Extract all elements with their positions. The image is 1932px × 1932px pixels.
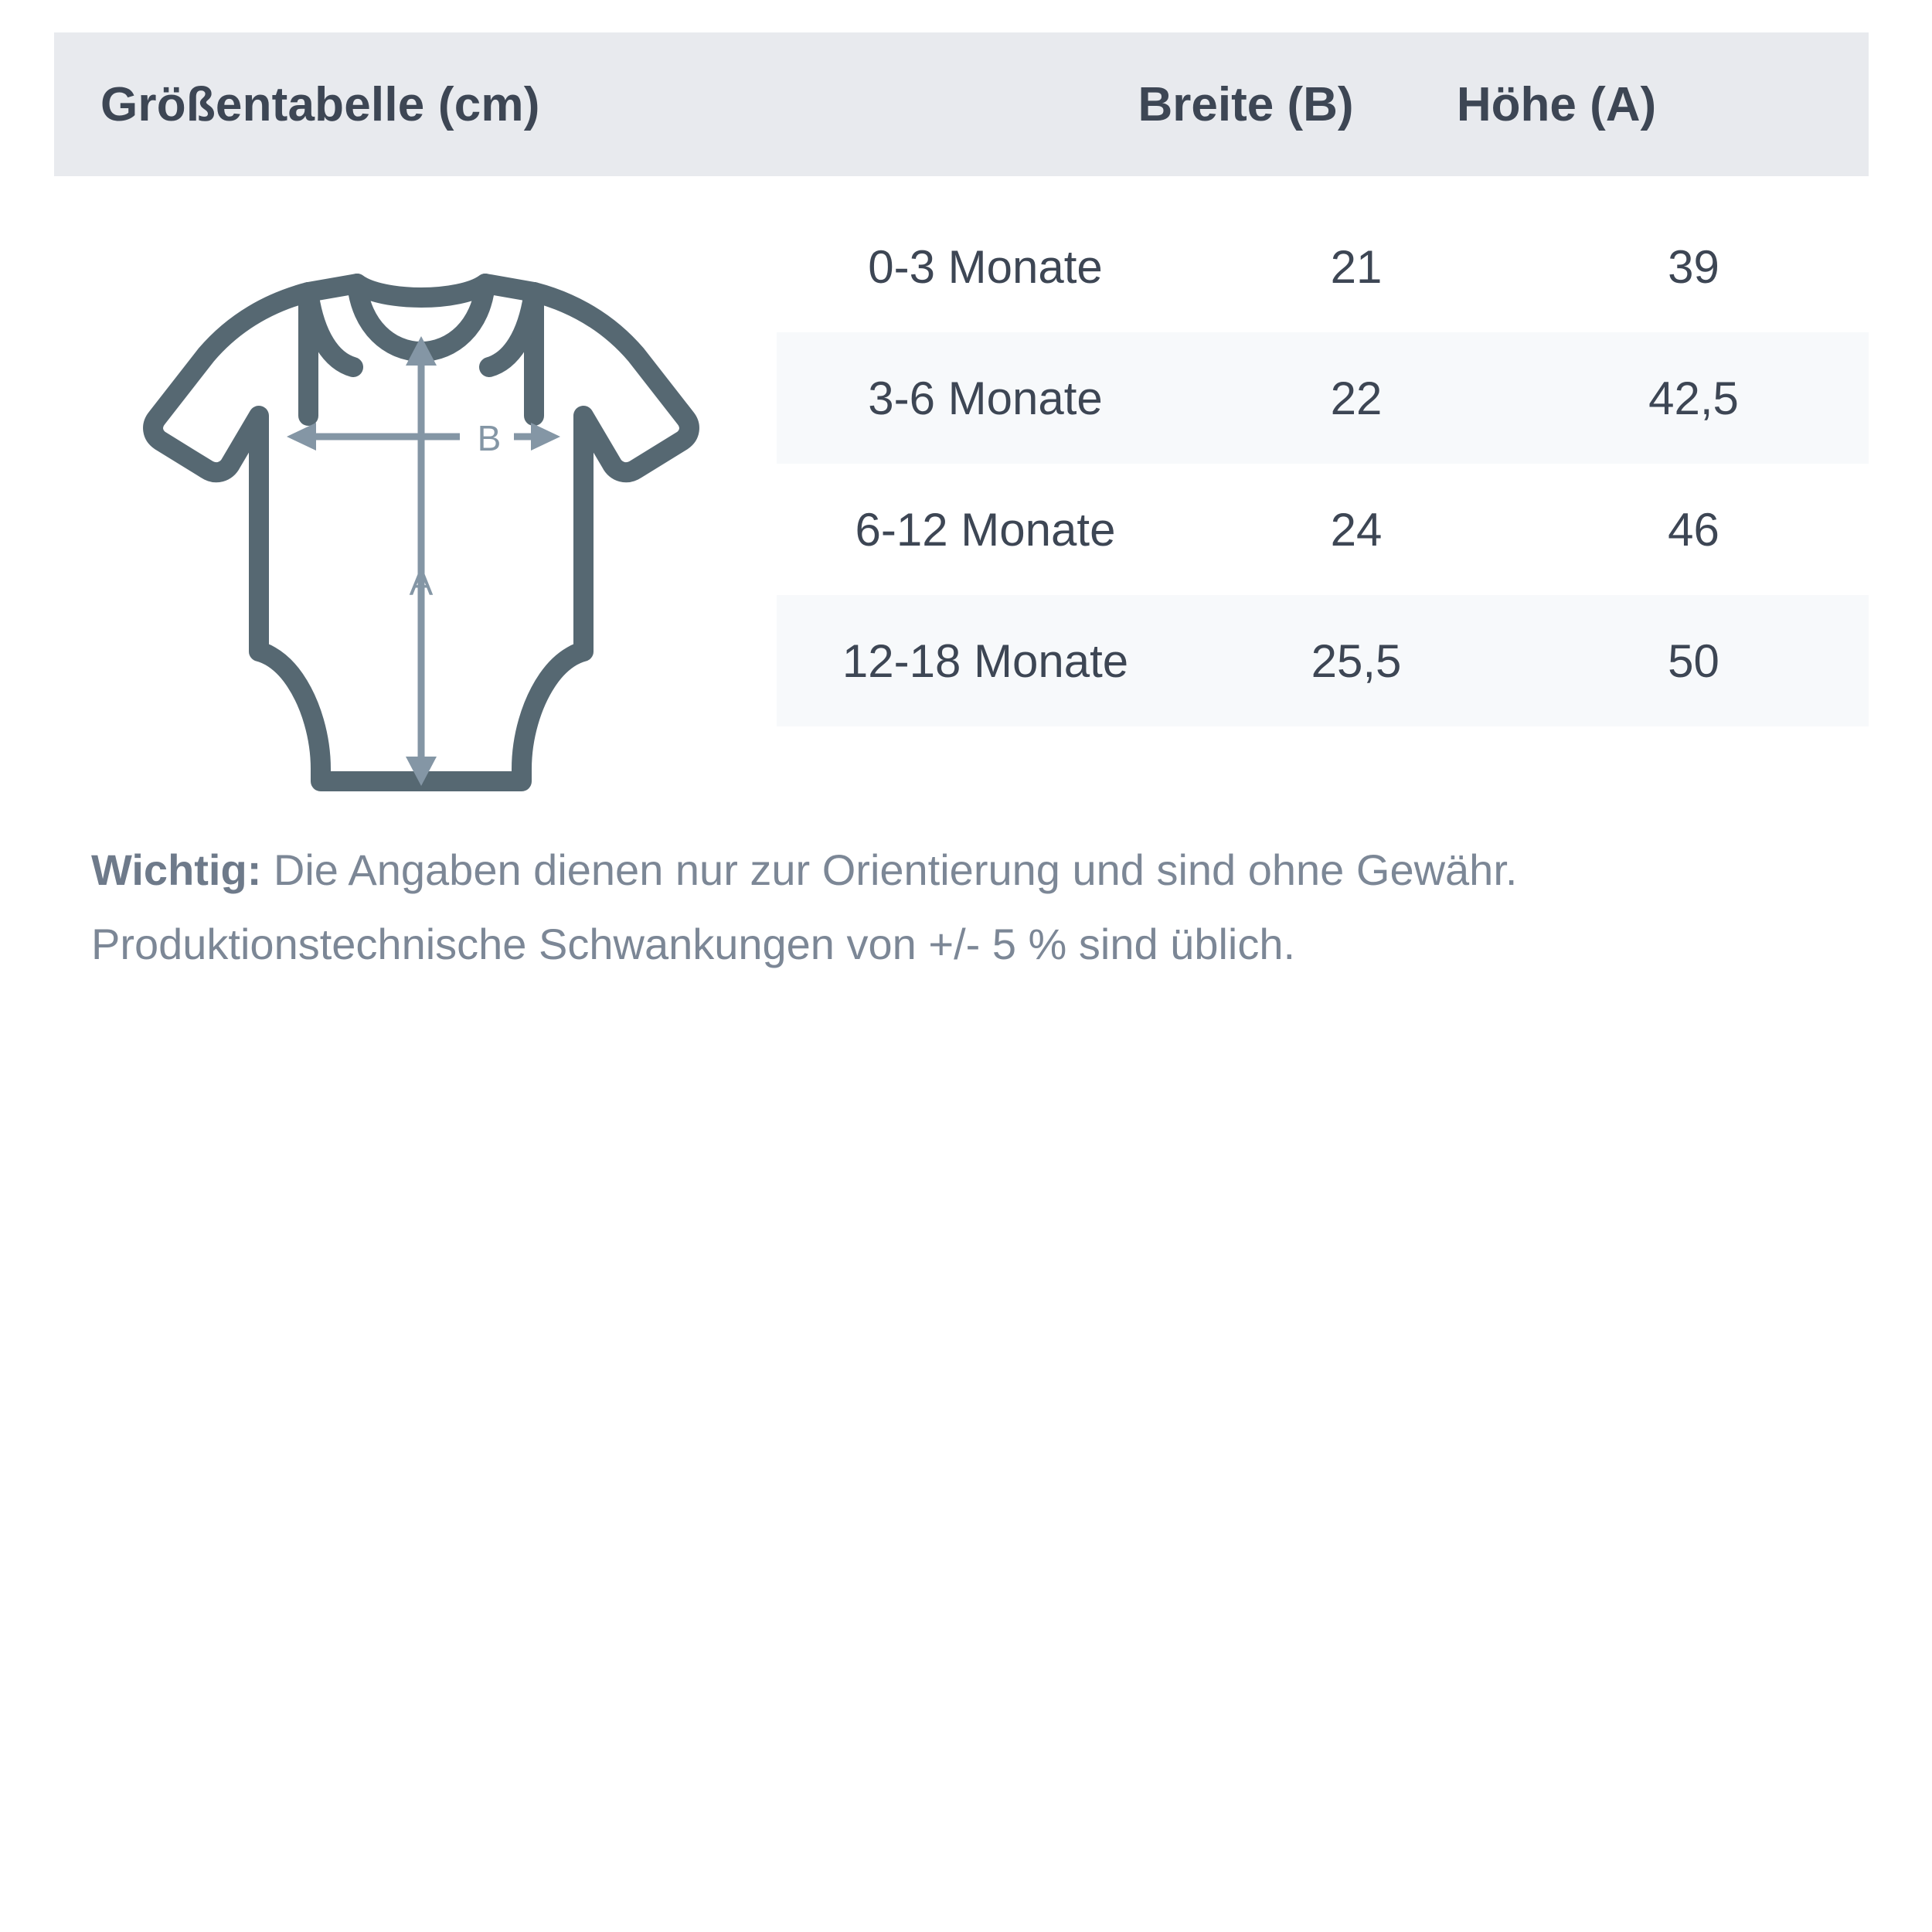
disclaimer-lead: Wichtig: <box>91 845 262 894</box>
cell-width: 21 <box>1330 240 1383 293</box>
bodysuit-outline-icon <box>143 274 699 791</box>
width-arrow-head-right <box>531 423 560 451</box>
size-table-body: 0-3 Monate 21 39 3-6 Monate 22 42,5 6-12… <box>777 201 1869 726</box>
table-row: 12-18 Monate 25,5 50 <box>777 595 1869 726</box>
bodysuit-illustration: B A <box>135 228 707 800</box>
cell-width: 22 <box>1330 372 1383 424</box>
cell-height: 46 <box>1668 503 1719 556</box>
cell-height: 42,5 <box>1648 372 1739 424</box>
height-arrow-head-bottom <box>406 757 437 786</box>
table-row: 3-6 Monate 22 42,5 <box>777 332 1869 464</box>
cell-width: 24 <box>1330 503 1383 556</box>
disclaimer-text-1: Die Angaben dienen nur zur Orientierung … <box>261 845 1518 894</box>
size-table: 0-3 Monate 21 39 3-6 Monate 22 42,5 6-12… <box>777 201 1869 726</box>
cell-size: 6-12 Monate <box>855 503 1116 556</box>
disclaimer-line-2: Produktionstechnische Schwankungen von +… <box>91 920 1296 968</box>
size-chart-header: Größentabelle (cm) Breite (B) Höhe (A) <box>54 32 1869 176</box>
cell-height: 39 <box>1668 240 1719 293</box>
dimension-arrows <box>287 336 560 786</box>
width-arrow-head-left <box>287 423 316 451</box>
height-label-a: A <box>410 563 434 603</box>
disclaimer-line-1: Wichtig: Die Angaben dienen nur zur Orie… <box>91 833 1869 907</box>
cell-size: 3-6 Monate <box>868 372 1103 424</box>
cell-size: 12-18 Monate <box>842 634 1129 687</box>
page-title: Größentabelle (cm) <box>100 77 540 131</box>
cell-height: 50 <box>1668 634 1719 687</box>
column-header-height: Höhe (A) <box>1456 77 1657 131</box>
disclaimer-note: Wichtig: Die Angaben dienen nur zur Orie… <box>91 833 1869 981</box>
width-label-b: B <box>478 418 502 458</box>
column-header-width: Breite (B) <box>1138 77 1354 131</box>
height-arrow-head-top <box>406 336 437 366</box>
cell-width: 25,5 <box>1311 634 1402 687</box>
bodysuit-diagram-svg: B A <box>143 274 699 791</box>
table-row: 6-12 Monate 24 46 <box>777 464 1869 595</box>
table-row: 0-3 Monate 21 39 <box>777 201 1869 332</box>
cell-size: 0-3 Monate <box>868 240 1103 293</box>
